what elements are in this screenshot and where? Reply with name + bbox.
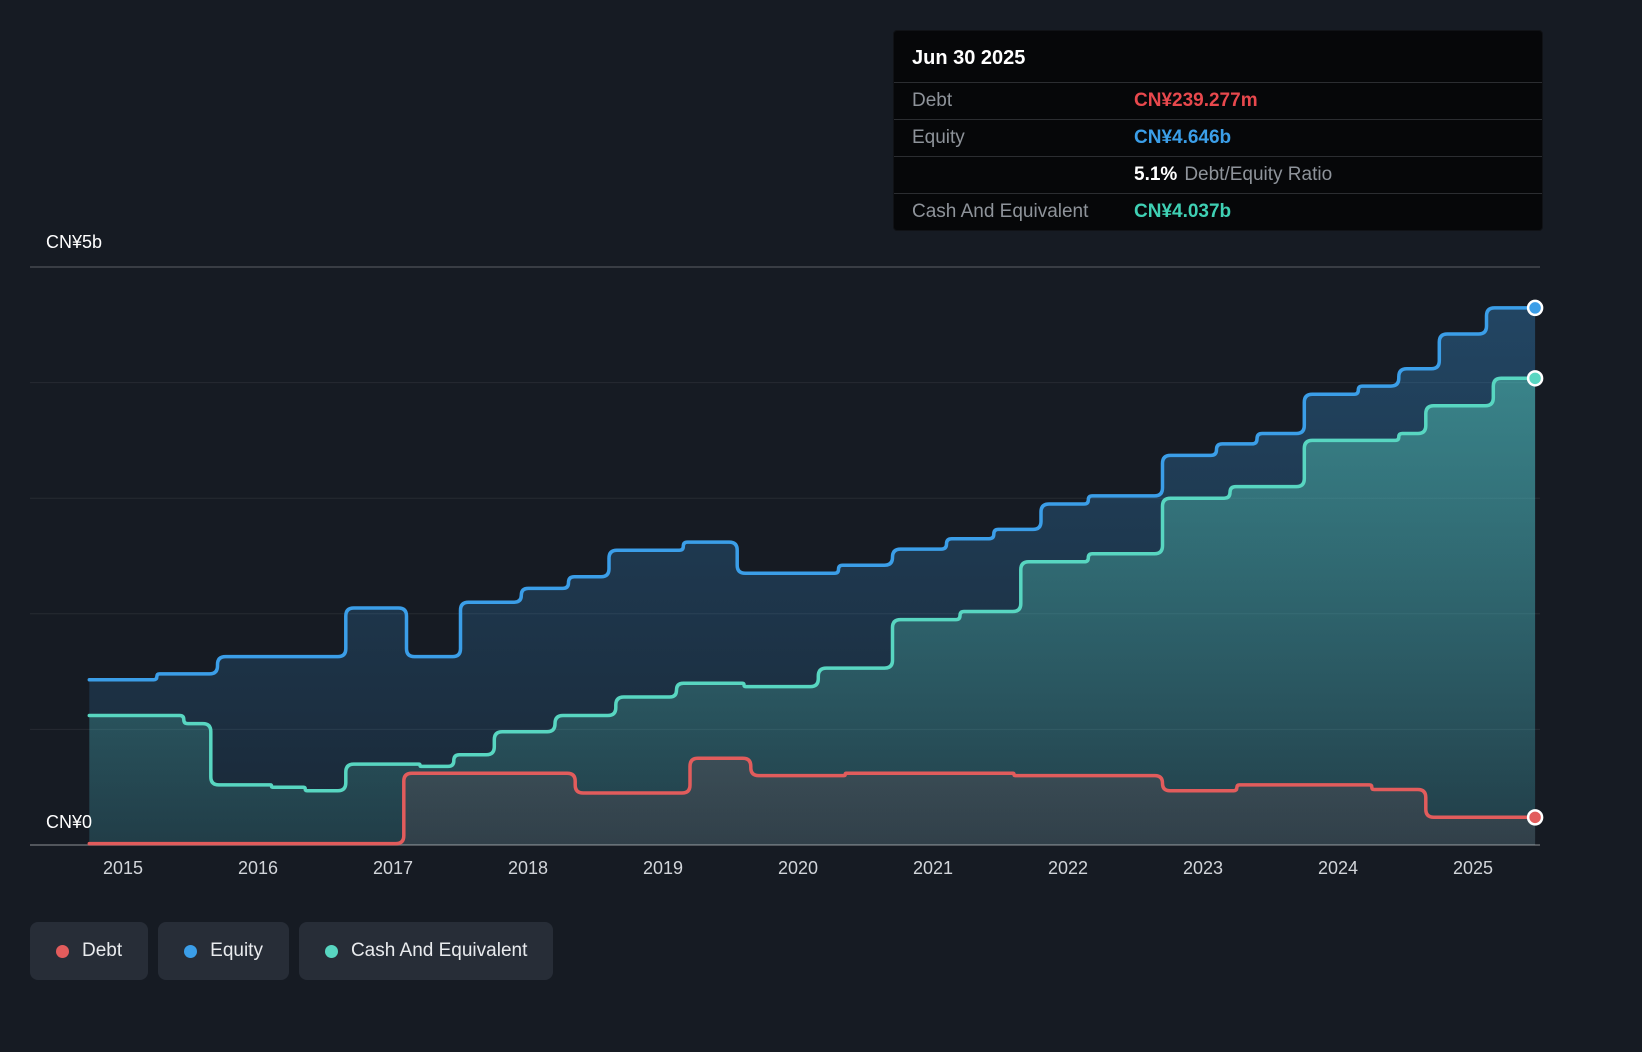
tooltip-ratio-label: Debt/Equity Ratio xyxy=(1184,164,1333,185)
y-axis-label-max: CN¥5b xyxy=(46,232,103,252)
tooltip-row-equity: Equity CN¥4.646b xyxy=(894,119,1542,156)
legend-item-equity[interactable]: Equity xyxy=(158,922,289,980)
legend-label-equity: Equity xyxy=(210,940,263,961)
debt-dot-icon xyxy=(56,944,69,958)
tooltip-equity-label: Equity xyxy=(912,127,965,148)
x-axis-label: 2022 xyxy=(1047,858,1089,878)
x-axis-label: 2019 xyxy=(642,858,684,878)
tooltip-cash-value: CN¥4.037b xyxy=(1134,201,1232,222)
tooltip-card: Jun 30 2025 Debt CN¥239.277m Equity CN¥4… xyxy=(893,30,1543,231)
tooltip-date: Jun 30 2025 xyxy=(912,47,1026,69)
x-axis-label: 2025 xyxy=(1452,858,1494,878)
legend: Debt Equity Cash And Equivalent xyxy=(30,922,554,980)
tooltip-debt-value: CN¥239.277m xyxy=(1134,90,1258,111)
x-axis-label: 2017 xyxy=(372,858,414,878)
tooltip-ratio-value: 5.1% xyxy=(1134,164,1178,185)
legend-item-debt[interactable]: Debt xyxy=(30,922,149,980)
x-axis-label: 2015 xyxy=(102,858,144,878)
x-axis-label: 2018 xyxy=(507,858,549,878)
equity-dot-icon xyxy=(184,944,198,958)
tooltip-equity-value: CN¥4.646b xyxy=(1134,127,1232,148)
x-axis-label: 2021 xyxy=(912,858,954,878)
tooltip-cash-label: Cash And Equivalent xyxy=(912,201,1089,222)
tooltip-row-cash: Cash And Equivalent CN¥4.037b xyxy=(894,193,1542,230)
tooltip-row-debt: Debt CN¥239.277m xyxy=(894,82,1542,119)
x-axis-label: 2016 xyxy=(237,858,279,878)
tooltip-row-ratio: 5.1% Debt/Equity Ratio xyxy=(894,156,1542,193)
legend-label-debt: Debt xyxy=(82,940,123,961)
tooltip-debt-label: Debt xyxy=(912,90,953,111)
x-axis-label: 2024 xyxy=(1317,858,1359,878)
cash-dot-icon xyxy=(324,944,338,958)
x-axis-label: 2023 xyxy=(1182,858,1224,878)
x-axis-label: 2020 xyxy=(777,858,819,878)
legend-item-cash[interactable]: Cash And Equivalent xyxy=(298,922,554,980)
legend-label-cash: Cash And Equivalent xyxy=(350,940,528,961)
y-axis-label-zero: CN¥0 xyxy=(46,812,93,832)
